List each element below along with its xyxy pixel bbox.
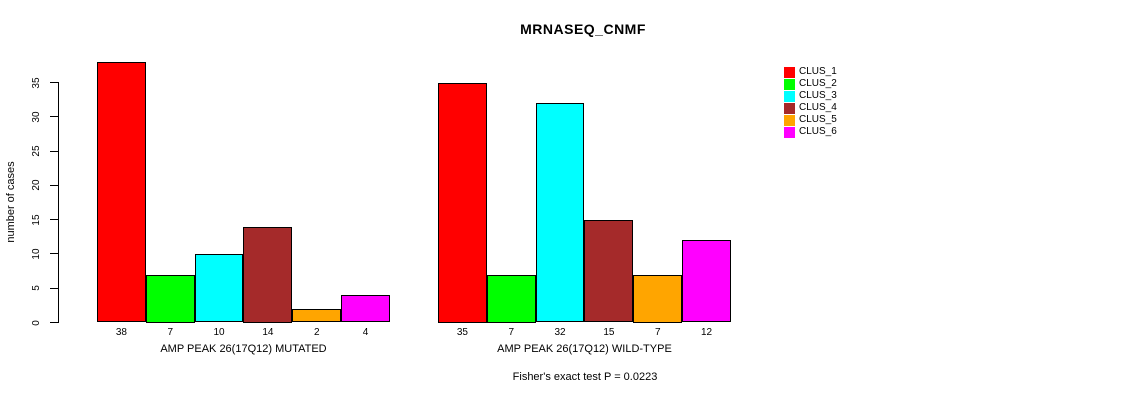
y-tick-mark: [50, 219, 58, 221]
y-tick-label: 25: [30, 145, 42, 157]
legend-row: CLUS_5: [784, 114, 837, 126]
legend-swatch-icon: [784, 66, 795, 78]
bar-clus_4: [243, 226, 293, 323]
bar-clus_5: [633, 274, 683, 323]
legend-swatch-icon: [784, 90, 795, 102]
bar-clus_1: [97, 61, 146, 323]
legend-label: CLUS_1: [799, 66, 837, 77]
bar-value-label: 35: [456, 327, 468, 338]
legend-swatch-icon: [784, 78, 795, 90]
y-tick-label: 35: [30, 76, 42, 89]
legend-row: CLUS_1: [784, 66, 837, 78]
bar-clus_5: [292, 308, 342, 323]
y-tick-label: 10: [30, 248, 42, 260]
y-axis-line: [58, 82, 59, 323]
bar-clus_6: [341, 295, 390, 323]
group-axis-label: AMP PEAK 26(17Q12) MUTATED: [160, 343, 327, 355]
bar-clus_3: [194, 253, 244, 323]
legend-label: CLUS_4: [799, 102, 837, 113]
y-tick-label: 5: [30, 285, 42, 291]
footer-annotation: Fisher's exact test P = 0.0223: [512, 371, 658, 383]
y-tick-mark: [50, 322, 58, 323]
y-tick-mark: [50, 253, 58, 255]
y-tick-mark: [50, 150, 58, 152]
legend-row: CLUS_6: [784, 126, 837, 138]
bar-value-label: 38: [115, 327, 127, 338]
legend: CLUS_1 CLUS_2 CLUS_3 CLUS_4 CLUS_5 CLUS_6: [784, 66, 837, 138]
legend-swatch-icon: [784, 126, 795, 138]
y-tick-label: 20: [30, 179, 42, 191]
y-tick-mark: [50, 287, 58, 289]
bar-clus_6: [682, 240, 731, 323]
bar-value-label: 7: [508, 327, 515, 338]
y-tick-mark: [50, 184, 58, 186]
y-tick-mark: [50, 82, 58, 83]
legend-label: CLUS_6: [799, 126, 837, 137]
y-axis-title: number of cases: [5, 161, 17, 243]
bar-value-label: 7: [654, 327, 661, 338]
legend-swatch-icon: [784, 114, 795, 126]
bar-value-label: 4: [362, 327, 369, 338]
bar-value-label: 15: [603, 327, 615, 338]
y-tick-label: 15: [30, 214, 42, 226]
legend-row: CLUS_3: [784, 90, 837, 102]
legend-label: CLUS_5: [799, 114, 837, 125]
bar-value-label: 32: [554, 327, 566, 338]
legend-label: CLUS_2: [799, 78, 837, 89]
y-tick-label: 0: [30, 319, 42, 326]
legend-label: CLUS_3: [799, 90, 837, 101]
bar-clus_2: [145, 274, 195, 323]
bar-value-label: 10: [213, 327, 225, 338]
group-axis-label: AMP PEAK 26(17Q12) WILD-TYPE: [497, 343, 672, 355]
legend-swatch-icon: [784, 102, 795, 114]
bar-clus_2: [486, 274, 536, 323]
y-tick-mark: [50, 116, 58, 118]
bar-value-label: 2: [313, 327, 320, 338]
bar-clus_3: [535, 103, 585, 323]
bar-value-label: 7: [167, 327, 174, 338]
bar-clus_4: [584, 219, 634, 323]
legend-row: CLUS_2: [784, 78, 837, 90]
bar-clus_1: [438, 82, 487, 323]
legend-row: CLUS_4: [784, 102, 837, 114]
chart-title: MRNASEQ_CNMF: [520, 21, 646, 37]
bar-value-label: 14: [262, 327, 274, 338]
y-tick-label: 30: [30, 111, 42, 123]
bar-value-label: 12: [700, 327, 713, 338]
